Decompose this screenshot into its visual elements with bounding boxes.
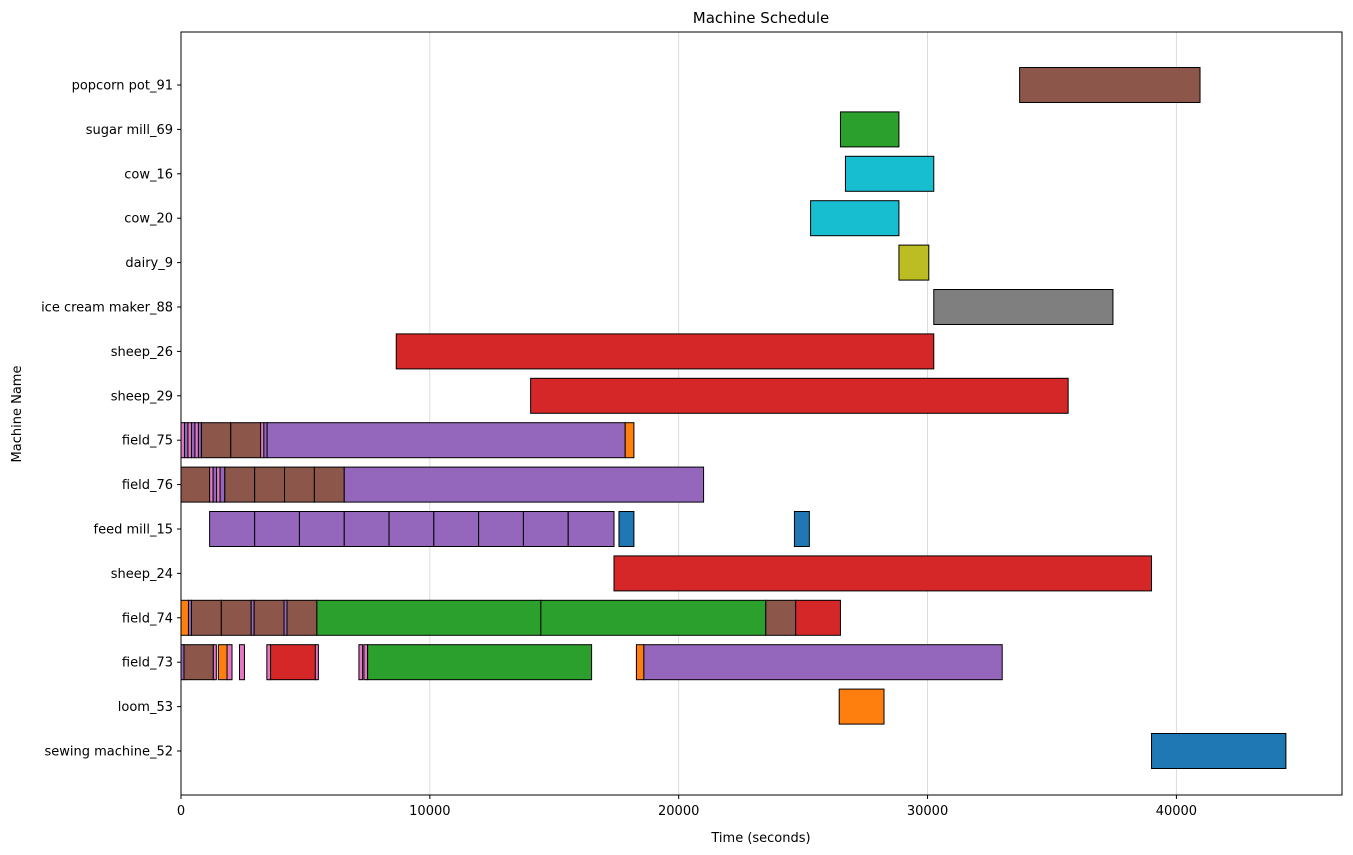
y-tick-label: sheep_24 [111,567,173,582]
y-tick-label: popcorn pot_91 [72,79,173,94]
task-bar [316,599,542,636]
task-bar [219,466,226,503]
task-bar [183,644,214,681]
x-tick-label: 10000 [409,804,450,819]
task-bar [314,644,319,681]
task-bar [933,289,1114,325]
task-bar [286,599,318,636]
task-bar [194,422,199,459]
y-tick-label: loom_53 [118,700,173,715]
task-bar [284,466,315,503]
task-bar [530,377,1069,414]
task-bar [190,422,196,459]
task-bar [624,422,635,459]
task-bar [540,599,767,636]
task-bar [363,644,369,681]
y-axis-label: Machine Name [10,366,25,463]
y-tick-label: sheep_26 [111,345,173,360]
task-bar [839,111,900,148]
task-bar [613,555,1153,592]
x-tick-label: 30000 [907,804,948,819]
task-bar [180,422,185,459]
task-bar [844,155,935,192]
task-bar [618,511,635,547]
task-bar [270,644,316,681]
y-tick-label: field_76 [122,478,173,493]
x-tick-label: 0 [177,804,185,819]
y-tick-label: sewing machine_52 [44,745,173,760]
task-bar [209,466,214,503]
y-tick-label: sheep_29 [111,389,173,404]
task-bar [187,422,192,459]
task-bar [238,644,245,681]
y-tick-label: dairy_9 [125,256,173,271]
task-bar [230,422,262,459]
task-bar [212,466,218,503]
task-bar [433,511,480,547]
task-bar [190,599,222,636]
task-bar [635,644,645,681]
task-bar [209,511,256,547]
task-bar [478,511,524,547]
task-bar [313,466,345,503]
axis-ticks: 0 10000 20000 30000 40000 popcorn pot_91sugar… [41,79,1197,820]
task-bar [367,644,593,681]
y-tick-label: field_73 [122,656,173,671]
y-tick-label: sugar mill_69 [86,123,173,138]
task-bar [795,599,841,636]
task-bar [253,599,285,636]
task-bar [522,511,569,547]
task-bar [226,644,233,681]
task-bar [810,200,900,237]
task-bar [793,511,810,547]
x-tick-label: 20000 [658,804,699,819]
task-bar [254,511,300,547]
task-bar [212,644,217,681]
task-bar [898,244,930,281]
task-bar [567,511,615,547]
task-bar [298,511,345,547]
x-axis-label: Time (seconds) [710,831,810,846]
task-bar [266,422,626,459]
task-bars [180,67,1287,769]
task-bar [216,466,221,503]
task-bar [358,644,364,681]
task-bar [643,644,1003,681]
task-bar [254,466,286,503]
task-bar [200,422,232,459]
y-tick-label: cow_16 [124,167,173,182]
plot-frame [180,31,1343,796]
task-bar [765,599,797,636]
chart-title: Machine Schedule [693,9,830,27]
task-bar [343,511,390,547]
task-bar [1019,67,1201,103]
task-bar [838,688,885,725]
task-bar [1151,733,1287,769]
y-tick-label: field_74 [122,611,173,626]
x-tick-label: 40000 [1156,804,1197,819]
task-bar [180,599,189,636]
task-bar [266,644,272,681]
y-tick-label: field_75 [122,434,173,449]
task-bar [395,333,935,370]
y-tick-label: ice cream maker_88 [41,301,173,316]
task-bar [183,422,189,459]
y-tick-label: cow_20 [124,212,173,227]
task-bar [180,466,211,503]
task-bar [220,599,252,636]
task-bar [388,511,435,547]
task-bar [217,644,228,681]
task-bar [343,466,705,503]
task-bar [224,466,256,503]
y-tick-label: feed mill_15 [94,523,174,538]
